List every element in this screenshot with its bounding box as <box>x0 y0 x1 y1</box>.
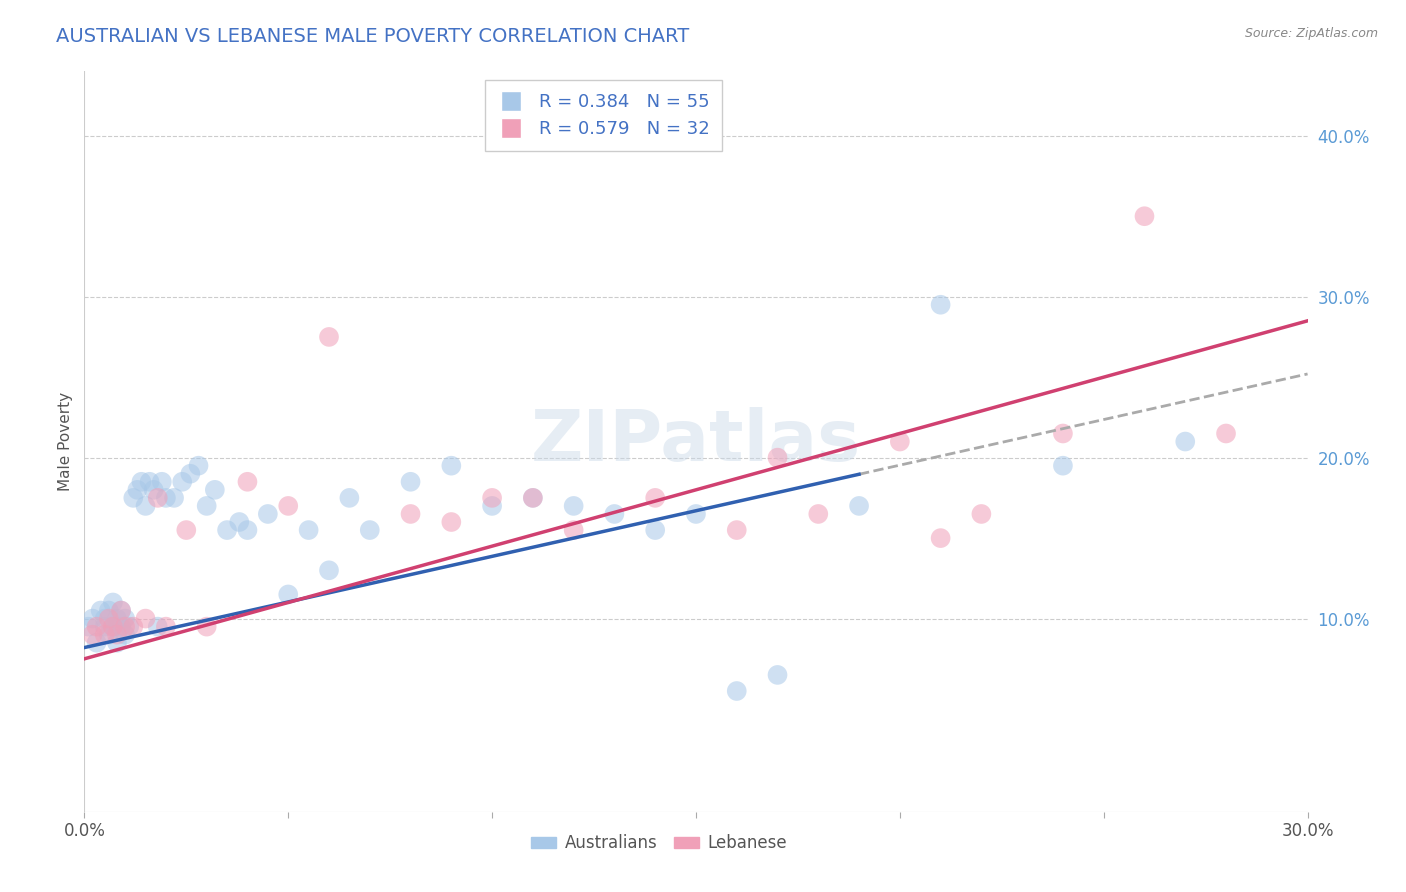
Point <box>105 611 128 625</box>
Point <box>562 499 585 513</box>
Point <box>146 491 169 505</box>
Point <box>114 628 136 642</box>
Point <box>359 523 381 537</box>
Point <box>135 499 157 513</box>
Point <box>155 619 177 633</box>
Point <box>114 611 136 625</box>
Point <box>236 523 259 537</box>
Point <box>97 628 120 642</box>
Point <box>685 507 707 521</box>
Point <box>1133 209 1156 223</box>
Point <box>122 619 145 633</box>
Point <box>440 515 463 529</box>
Point <box>766 450 789 465</box>
Point <box>138 475 160 489</box>
Point <box>174 523 197 537</box>
Point <box>97 611 120 625</box>
Point <box>122 491 145 505</box>
Point <box>142 483 165 497</box>
Point <box>217 523 239 537</box>
Point <box>195 499 218 513</box>
Point <box>807 507 830 521</box>
Point <box>725 684 748 698</box>
Point <box>131 475 153 489</box>
Point <box>172 475 194 489</box>
Text: AUSTRALIAN VS LEBANESE MALE POVERTY CORRELATION CHART: AUSTRALIAN VS LEBANESE MALE POVERTY CORR… <box>56 27 689 45</box>
Point <box>929 531 952 545</box>
Point <box>97 603 120 617</box>
Point <box>766 668 789 682</box>
Point <box>318 563 340 577</box>
Point <box>725 523 748 537</box>
Point <box>82 611 104 625</box>
Point <box>481 491 503 505</box>
Point <box>90 603 112 617</box>
Point <box>110 603 132 617</box>
Point <box>146 619 169 633</box>
Point <box>110 603 132 617</box>
Point <box>339 491 361 505</box>
Point <box>1174 434 1197 449</box>
Point <box>562 523 585 537</box>
Point <box>228 515 250 529</box>
Point <box>110 619 132 633</box>
Point <box>481 499 503 513</box>
Point <box>105 636 128 650</box>
Point <box>93 619 115 633</box>
Point <box>970 507 993 521</box>
Point <box>318 330 340 344</box>
Point <box>86 619 108 633</box>
Point <box>195 619 218 633</box>
Point <box>93 628 115 642</box>
Y-axis label: Male Poverty: Male Poverty <box>58 392 73 491</box>
Point <box>86 636 108 650</box>
Point <box>399 475 422 489</box>
Point <box>93 611 115 625</box>
Point <box>277 499 299 513</box>
Point <box>236 475 259 489</box>
Point <box>644 523 666 537</box>
Point <box>522 491 544 505</box>
Point <box>135 611 157 625</box>
Point <box>179 467 201 481</box>
Text: ZIPatlas: ZIPatlas <box>531 407 860 476</box>
Point <box>257 507 280 521</box>
Point <box>77 619 100 633</box>
Point <box>101 619 124 633</box>
Point <box>1215 426 1237 441</box>
Text: Source: ZipAtlas.com: Source: ZipAtlas.com <box>1244 27 1378 40</box>
Point <box>929 298 952 312</box>
Point <box>848 499 870 513</box>
Point <box>163 491 186 505</box>
Point <box>101 595 124 609</box>
Point <box>155 491 177 505</box>
Point <box>204 483 226 497</box>
Point <box>82 628 104 642</box>
Point <box>187 458 209 473</box>
Point <box>603 507 626 521</box>
Point <box>105 628 128 642</box>
Point <box>522 491 544 505</box>
Point <box>644 491 666 505</box>
Point <box>277 587 299 601</box>
Point <box>127 483 149 497</box>
Legend: Australians, Lebanese: Australians, Lebanese <box>524 828 794 859</box>
Point <box>440 458 463 473</box>
Point <box>101 619 124 633</box>
Point <box>399 507 422 521</box>
Point <box>298 523 321 537</box>
Point <box>889 434 911 449</box>
Point <box>114 619 136 633</box>
Point <box>1052 458 1074 473</box>
Point <box>118 619 141 633</box>
Point <box>150 475 173 489</box>
Point <box>1052 426 1074 441</box>
